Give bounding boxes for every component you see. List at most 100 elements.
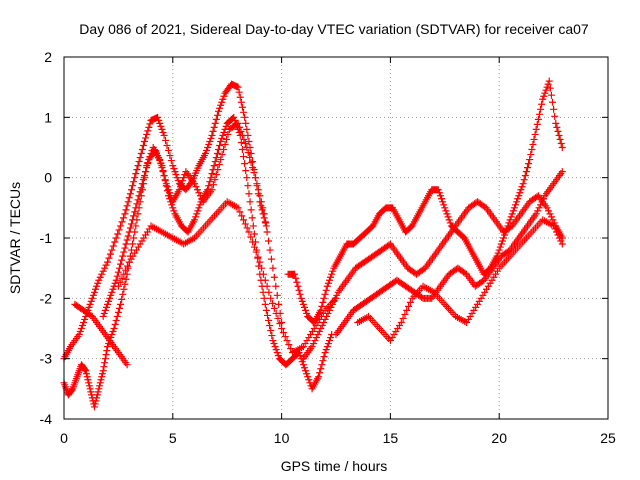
data-point [136, 188, 144, 196]
data-point [163, 141, 171, 149]
data-point [278, 318, 286, 326]
data-point [276, 319, 284, 327]
data-point [525, 160, 533, 168]
data-point [294, 282, 302, 290]
data-point [323, 282, 331, 290]
data-point [526, 156, 534, 164]
data-point [216, 104, 224, 112]
data-point [160, 131, 168, 139]
data-point [257, 198, 265, 206]
data-point [302, 367, 310, 375]
data-point [158, 125, 166, 133]
data-point [245, 190, 253, 198]
data-point [159, 167, 167, 175]
data-point [68, 386, 76, 394]
data-point [281, 333, 289, 341]
data-point [209, 181, 217, 189]
data-point [133, 166, 141, 174]
data-point [296, 290, 304, 298]
data-point [102, 261, 110, 269]
data-point [160, 172, 168, 180]
data-point [141, 137, 149, 145]
data-point [211, 158, 219, 166]
data-point [397, 318, 405, 326]
data-point [114, 308, 122, 316]
data-point [87, 388, 95, 396]
data-point [519, 180, 527, 188]
data-point [319, 298, 327, 306]
data-point [129, 240, 137, 248]
data-point [529, 140, 537, 148]
data-point [137, 150, 145, 158]
data-point [86, 385, 94, 393]
data-point [194, 207, 202, 215]
data-point [192, 213, 200, 221]
data-point [250, 169, 258, 177]
data-point [249, 222, 257, 230]
data-point [116, 278, 124, 286]
data-point [141, 172, 149, 180]
data-point [111, 279, 119, 287]
data-point [241, 220, 249, 228]
x-tick-label: 25 [600, 430, 616, 446]
data-point [269, 299, 277, 307]
x-tick-label: 20 [491, 430, 507, 446]
data-point [119, 290, 127, 298]
data-point [249, 238, 257, 246]
data-point [552, 119, 560, 127]
data-point [158, 162, 166, 170]
data-point [98, 370, 106, 378]
data-point [76, 328, 84, 336]
data-point [557, 237, 565, 245]
data-point [318, 302, 326, 310]
data-point [533, 120, 541, 128]
data-point [125, 194, 133, 202]
data-point [318, 361, 326, 369]
data-point [439, 198, 447, 206]
y-tick-label: -3 [40, 351, 53, 367]
data-point [217, 156, 225, 164]
data-point [300, 303, 308, 311]
x-axis-label: GPS time / hours [281, 458, 388, 474]
data-point [92, 397, 100, 405]
series-track-8 [354, 216, 566, 345]
data-point [240, 216, 248, 224]
data-point [213, 150, 221, 158]
data-point [95, 276, 103, 284]
data-point [234, 204, 242, 212]
data-point [119, 252, 127, 260]
data-point [93, 391, 101, 399]
data-point [155, 116, 163, 124]
data-point [203, 147, 211, 155]
data-point [537, 105, 545, 113]
data-point [126, 224, 134, 232]
data-point [135, 192, 143, 200]
data-point [109, 328, 117, 336]
data-point [312, 334, 320, 342]
data-point [163, 187, 171, 195]
data-point [250, 243, 258, 251]
data-point [206, 178, 214, 186]
data-point [521, 172, 529, 180]
y-axis-label: SDTVAR / TECUs [7, 182, 23, 294]
data-point [81, 366, 89, 374]
data-point [527, 151, 535, 159]
data-point [244, 149, 252, 157]
data-point [115, 304, 123, 312]
data-point [170, 165, 178, 173]
data-point [238, 103, 246, 111]
data-point [266, 246, 274, 254]
data-point [101, 306, 109, 314]
data-point [161, 177, 169, 185]
data-point [130, 212, 138, 220]
data-point [267, 255, 275, 263]
data-point [123, 361, 131, 369]
data-point [319, 357, 327, 365]
data-point [209, 127, 217, 135]
data-point [543, 204, 551, 212]
data-point [214, 146, 222, 154]
data-point [166, 152, 174, 160]
data-point [254, 186, 262, 194]
tick-labels: 0 5 10 15 20 25 -4 -3 -2 -1 0 1 2 [40, 49, 616, 446]
data-point [553, 123, 561, 131]
